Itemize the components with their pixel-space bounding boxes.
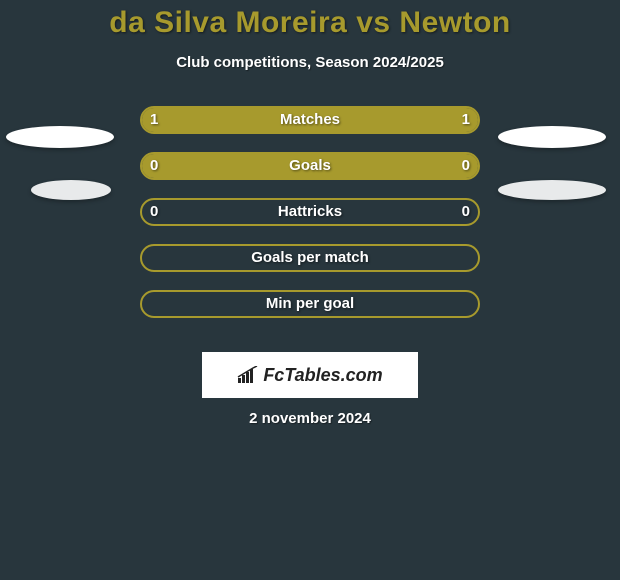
player-photo-right-small [498, 180, 606, 200]
player-photo-right-large [498, 126, 606, 148]
player-photo-left-large [6, 126, 114, 148]
stat-value-right: 0 [462, 152, 470, 180]
bar-chart-icon [237, 366, 259, 384]
stat-row-min-per-goal: Min per goal [0, 281, 620, 327]
stat-value-right: 1 [462, 106, 470, 134]
stat-row-goals-per-match: Goals per match [0, 235, 620, 281]
subtitle: Club competitions, Season 2024/2025 [0, 54, 620, 71]
stat-value-right: 0 [462, 198, 470, 226]
page-title: da Silva Moreira vs Newton [0, 6, 620, 40]
stat-label: Goals per match [140, 244, 480, 272]
stat-label: Goals [140, 152, 480, 180]
stat-value-left: 0 [150, 152, 158, 180]
stat-value-left: 1 [150, 106, 158, 134]
date-text: 2 november 2024 [0, 410, 620, 427]
comparison-infographic: da Silva Moreira vs Newton Club competit… [0, 0, 620, 580]
brand-box: FcTables.com [202, 352, 418, 398]
brand-text: FcTables.com [263, 365, 382, 386]
stat-value-left: 0 [150, 198, 158, 226]
player-photo-left-small [31, 180, 111, 200]
stat-label: Matches [140, 106, 480, 134]
stat-label: Hattricks [140, 198, 480, 226]
stat-label: Min per goal [140, 290, 480, 318]
brand-label: FcTables.com [237, 365, 382, 386]
